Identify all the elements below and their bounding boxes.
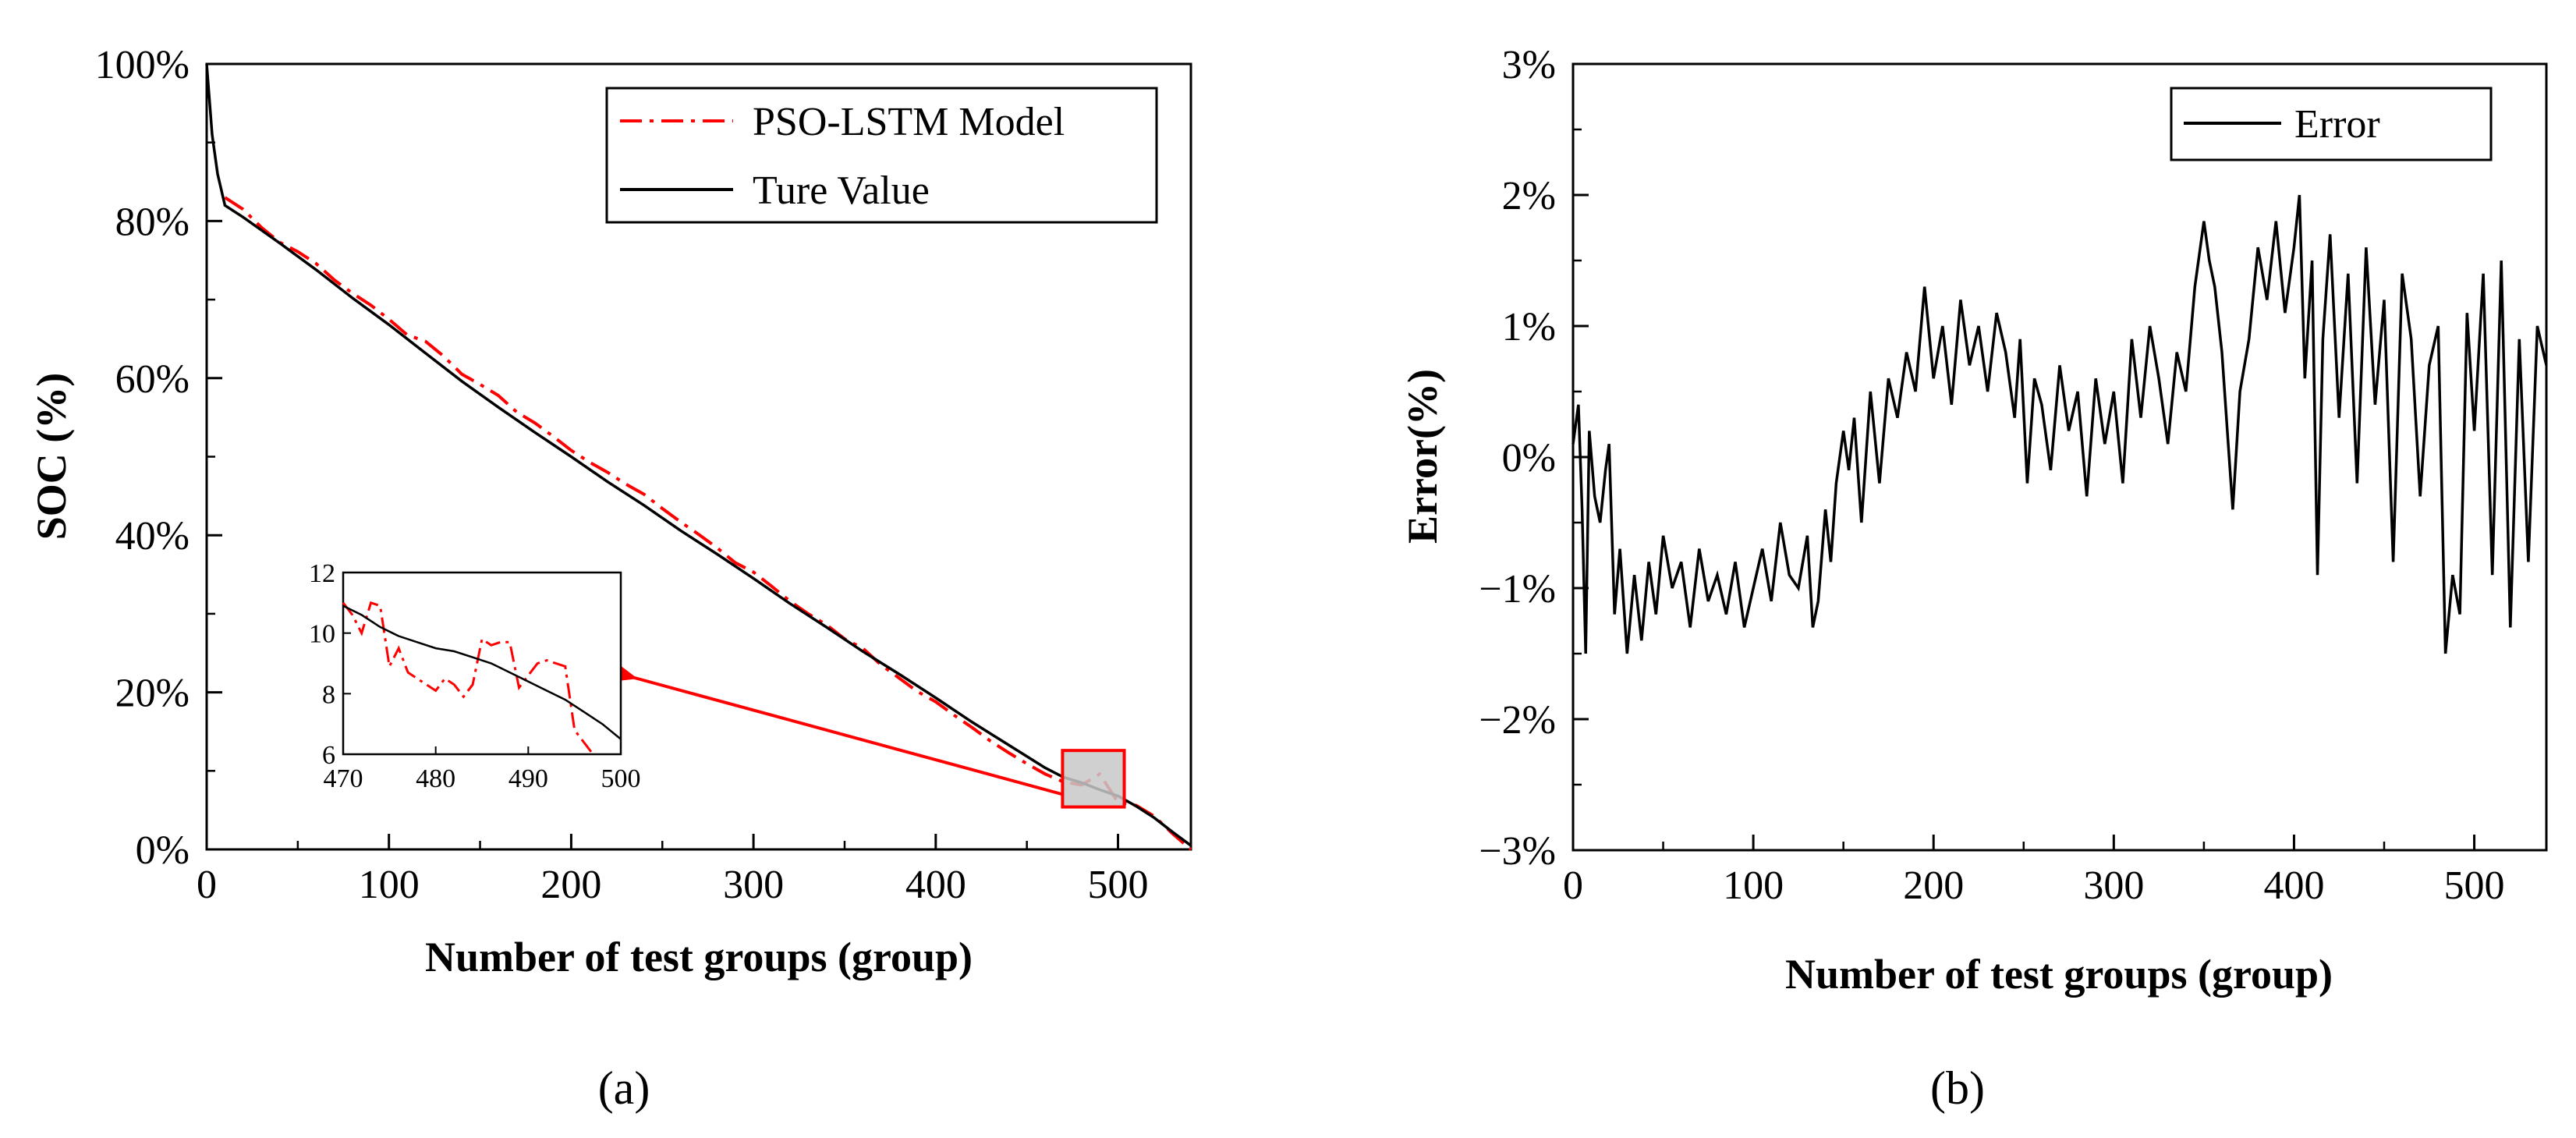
x-tick-label: 300 [2083,863,2144,908]
y-tick-label: 3% [1502,43,1556,87]
x-tick-label: 100 [1723,863,1784,908]
inset-tick-labels: 470 480 490 500 6 8 10 12 [309,559,641,793]
x-tick-label: 200 [1903,863,1964,908]
inset-y-tick-label: 10 [309,620,335,649]
panel-b-error-chart: 0 100 200 300 400 500−3%−2%−1%0%1%2%3% Error … [1399,43,2548,1114]
inset-x-tick-label: 500 [601,764,641,793]
inset-x-tick-label: 470 [324,764,363,793]
y-axis-title: SOC (%) [28,373,75,541]
x-tick-label: 0 [1563,863,1583,908]
tick-labels: 0 100 200 300 400 500 0% 20% 40% 60% 80% 100% [95,43,1149,907]
tick-labels: 0 100 200 300 400 500 −3% −2% −1% 0% 1% 2% 3% [1479,43,2504,908]
axis-ticks [1571,62,2476,852]
inset-series-pso-lstm-model-line [342,601,594,755]
inset-x-tick-label: 490 [508,764,548,793]
panel-label-a: (a) [598,1062,650,1114]
legend: PSO-LSTM Model Ture Value [605,87,1158,224]
x-tick-label: 500 [1088,863,1149,907]
inset-axis-ticks [342,572,622,755]
y-tick-label: 0% [136,828,190,873]
x-tick-label: 200 [540,863,601,907]
panel-a-soc-chart: 0 100 200 300 400 500 0% 20% 40% 60% 80% 100% 470 48… [28,43,1192,1114]
x-axis-title: Number of test groups (group) [425,934,973,980]
x-tick-label: 400 [905,863,966,907]
legend-label-true-value: Ture Value [753,168,930,213]
legend-box [605,87,1158,224]
x-tick-label: 300 [723,863,784,907]
y-tick-label: 2% [1502,174,1556,218]
panel-label-b: (b) [1930,1062,1985,1114]
y-tick-label: −2% [1479,698,1556,743]
y-tick-label: 20% [115,672,190,716]
y-tick-label: 1% [1502,305,1556,349]
zoom-arrow [604,658,1063,796]
y-tick-label: 100% [95,43,190,87]
inset-frame [342,571,622,756]
y-tick-label: −3% [1479,829,1556,874]
legend-label-pso-lstm-model: PSO-LSTM Model [753,100,1065,144]
zoom-region-box [1061,749,1126,809]
x-tick-label: 100 [359,863,420,907]
y-axis-title: Error(%) [1399,369,1446,544]
x-tick-label: 400 [2263,863,2324,908]
inset-x-tick-label: 480 [416,764,455,793]
x-tick-label: 0 [197,863,217,907]
x-axis-title: Number of test groups (group) [1785,951,2333,998]
axis-ticks [205,62,1120,851]
y-tick-label: 60% [115,357,190,402]
legend-label-error: Error [2294,102,2380,147]
x-tick-label: 500 [2444,863,2505,908]
inset-y-tick-label: 12 [309,559,335,588]
y-tick-label: 80% [115,200,190,244]
series-error-line [1571,194,2548,654]
y-tick-label: 0% [1502,436,1556,480]
plot-frame [1571,62,2548,852]
inset-chart: 470 480 490 500 6 8 10 12 [309,559,641,793]
y-tick-label: 40% [115,514,190,558]
series-pso-lstm-model-line [224,196,1192,851]
inset-y-tick-label: 8 [322,680,335,709]
inset-series-true-value-line [342,604,622,740]
inset-y-tick-label: 6 [322,741,335,770]
y-tick-label: −1% [1479,567,1556,612]
legend: Error [2170,87,2493,161]
